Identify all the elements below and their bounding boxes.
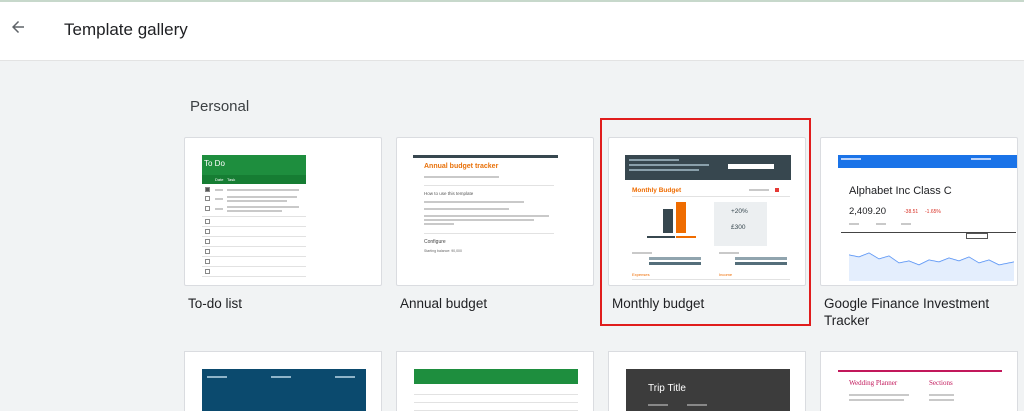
page-title: Template gallery xyxy=(64,20,188,39)
header-accent xyxy=(0,0,1024,2)
template-card-annual-budget[interactable]: Annual budget tracker How to use this te… xyxy=(396,137,594,312)
thumb-title: Trip Title xyxy=(648,383,686,394)
arrow-back-icon xyxy=(9,18,27,41)
template-label: To-do list xyxy=(188,296,243,311)
thumb-column-task: Task xyxy=(227,177,236,182)
thumb-percent: +20% xyxy=(731,208,748,215)
thumb-section-title: Sections xyxy=(929,379,953,387)
template-card-todo[interactable]: To Do Date Task To-do list xyxy=(184,137,382,312)
thumb-percent: -1.65% xyxy=(925,209,941,215)
thumb-title: To Do xyxy=(204,159,225,168)
thumb-income: Income xyxy=(719,272,733,277)
app-header: Template gallery xyxy=(0,0,1024,61)
back-button[interactable] xyxy=(4,15,32,43)
thumb-value: Starting balance: 90,000 xyxy=(424,249,462,253)
template-label: Annual budget xyxy=(400,296,488,311)
thumb-amount: £300 xyxy=(731,224,746,231)
thumb-title: Monthly Budget xyxy=(632,187,682,194)
template-card-monthly-budget[interactable]: Monthly Budget +20% £300 Expenses Income… xyxy=(608,137,806,312)
template-thumbnail: Annual budget tracker How to use this te… xyxy=(396,137,594,286)
template-thumbnail: To Do Date Task xyxy=(184,137,382,286)
template-thumbnail: Monthly Budget +20% £300 Expenses Income xyxy=(608,137,806,286)
thumb-price: 2,409.20 xyxy=(849,206,886,217)
template-label: Google Finance Investment Tracker xyxy=(824,296,990,328)
thumb-change: -38.51 xyxy=(904,209,919,215)
thumb-expenses: Expenses xyxy=(632,272,650,277)
template-card-travel-planner[interactable]: Trip Title xyxy=(608,351,806,411)
template-card-schedule[interactable] xyxy=(396,351,594,411)
thumb-title: Alphabet Inc Class C xyxy=(849,185,952,197)
template-card-investment-tracker[interactable]: Alphabet Inc Class C 2,409.20 -38.51 -1.… xyxy=(820,137,1018,329)
thumb-title: Annual budget tracker xyxy=(424,163,499,170)
thumb-subtitle: How to use this template xyxy=(424,191,474,196)
thumb-configure: Configure xyxy=(424,239,446,245)
thumb-title: Wedding Planner xyxy=(849,379,898,387)
template-card-annual-calendar[interactable] xyxy=(184,351,382,411)
template-thumbnail: Alphabet Inc Class C 2,409.20 -38.51 -1.… xyxy=(820,137,1018,286)
section-title: Personal xyxy=(190,98,250,115)
thumb-column-date: Date xyxy=(215,177,224,182)
template-label: Monthly budget xyxy=(612,296,705,311)
template-card-wedding-planner[interactable]: Wedding Planner Sections xyxy=(820,351,1018,411)
